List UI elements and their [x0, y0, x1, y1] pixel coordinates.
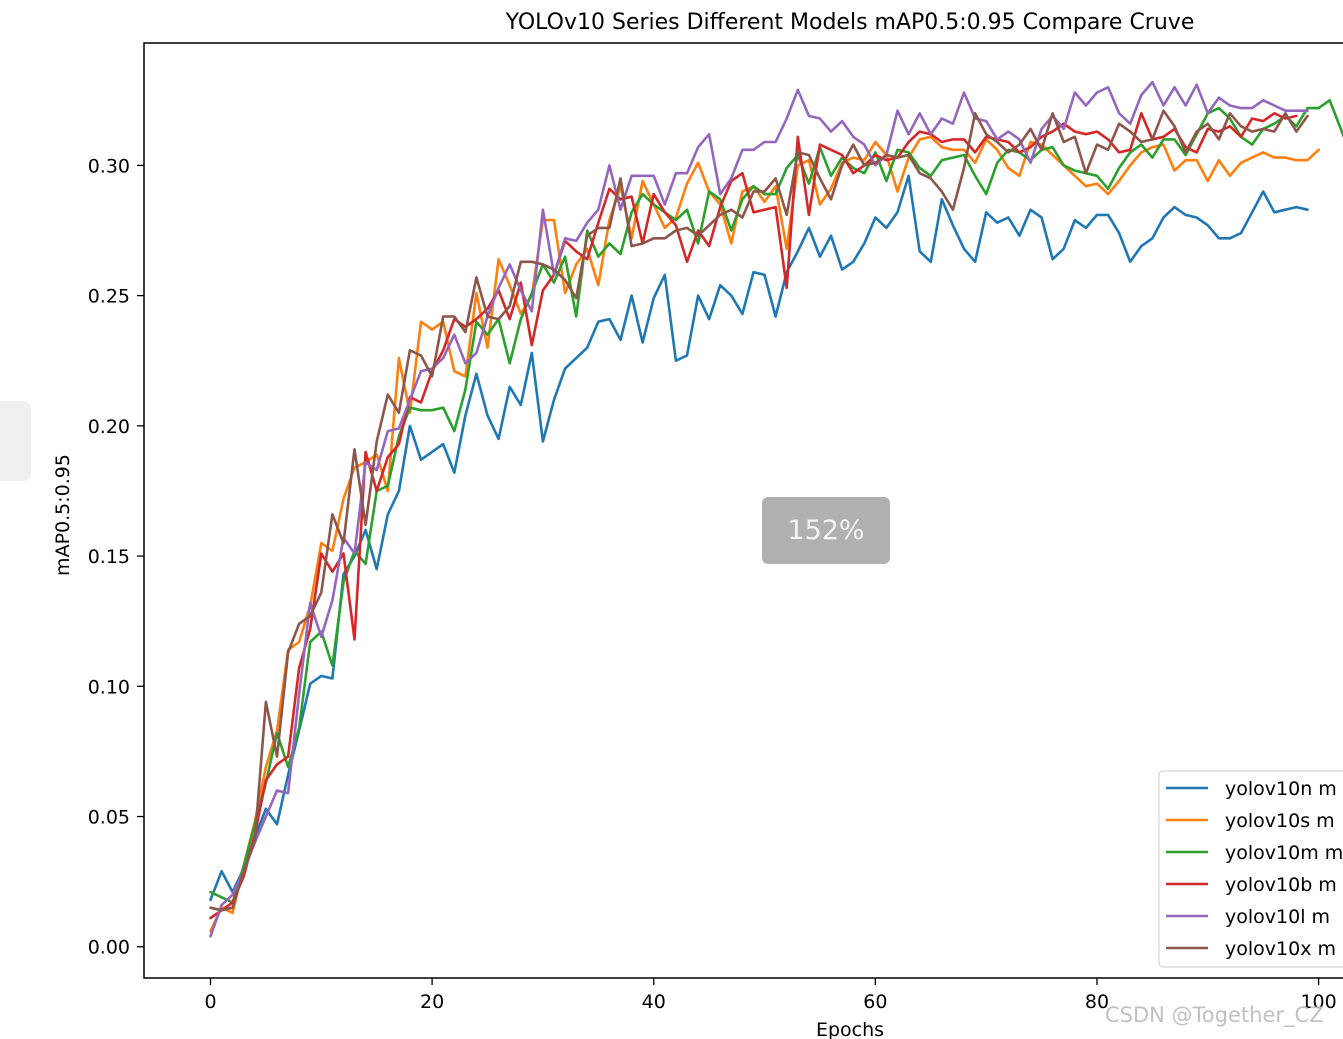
legend-label-yolov10x: yolov10x m	[1225, 938, 1336, 960]
x-axis-ticks: 0 20 40 60 80 100	[204, 978, 1337, 1013]
legend-label-yolov10m: yolov10m m	[1225, 842, 1343, 864]
x-axis-label: Epochs	[816, 1019, 884, 1039]
y-tick-label: 0.05	[88, 807, 130, 829]
zoom-level-badge: 152%	[762, 497, 890, 564]
x-tick-label: 40	[642, 991, 666, 1013]
series-line-yolov10n	[209, 174, 1309, 902]
series-line-yolov10l	[209, 80, 1309, 938]
legend: yolov10n m yolov10s m yolov10m m yolov10b m…	[1158, 770, 1343, 968]
y-tick-label: 0.25	[88, 286, 130, 308]
series-line-yolov10x	[209, 109, 1309, 912]
watermark: CSDN @Together_CZ	[1105, 1003, 1324, 1027]
series-layer	[209, 80, 1343, 938]
chart-title: YOLOv10 Series Different Models mAP0.5:0…	[505, 10, 1195, 35]
legend-label-yolov10s: yolov10s m	[1225, 810, 1335, 832]
y-axis-label: mAP0.5:0.95	[52, 454, 74, 576]
x-tick-label: 0	[204, 991, 216, 1013]
y-tick-label: 0.30	[88, 155, 130, 177]
series-line-yolov10s	[209, 135, 1320, 933]
legend-label-yolov10l: yolov10l m	[1225, 906, 1330, 928]
y-tick-label: 0.15	[88, 546, 130, 568]
x-tick-label: 80	[1085, 991, 1109, 1013]
x-tick-label: 100	[1300, 991, 1336, 1013]
series-line-yolov10b	[209, 112, 1298, 920]
x-tick-label: 60	[863, 991, 887, 1013]
y-axis-ticks: 0.00 0.05 0.10 0.15 0.20 0.25 0.30	[88, 155, 144, 959]
legend-label-yolov10b: yolov10b m	[1225, 874, 1337, 896]
y-tick-label: 0.10	[88, 676, 130, 698]
x-tick-label: 20	[420, 991, 444, 1013]
y-tick-label: 0.00	[88, 937, 130, 959]
side-panel-tab[interactable]	[0, 401, 31, 481]
legend-label-yolov10n: yolov10n m	[1225, 778, 1337, 800]
y-tick-label: 0.20	[88, 416, 130, 438]
